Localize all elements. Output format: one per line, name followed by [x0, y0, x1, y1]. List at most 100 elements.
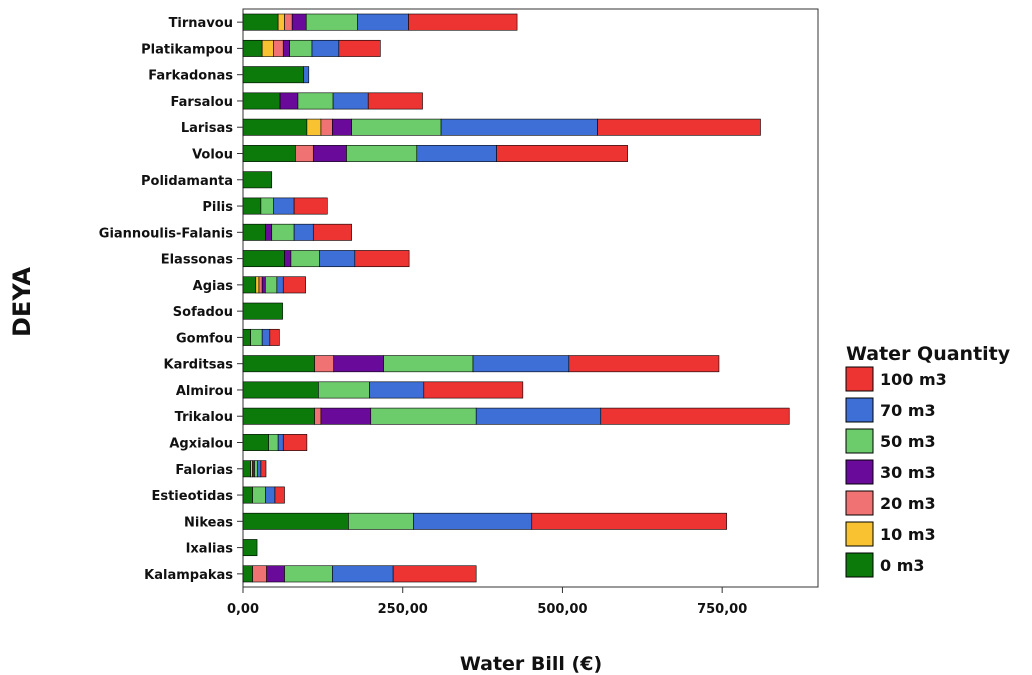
bar-segment-platikampou-70-m3: [311, 39, 340, 57]
bar-segment-nikeas-0-m3: [242, 512, 349, 530]
bar-segment-farsalou-0-m3: [242, 92, 281, 110]
category-label-polidamanta: Polidamanta: [141, 174, 233, 189]
category-label-platikampou: Platikampou: [141, 42, 233, 57]
bar-segment-agias-20-m3: [258, 276, 263, 294]
bar-segment-agias-10-m3: [255, 276, 260, 294]
bar-segment-farsalou-100-m3: [367, 92, 423, 110]
bar-segment-gomfou-70-m3: [261, 328, 271, 346]
bar-segment-sofadou-0-m3: [242, 302, 283, 320]
legend-swatch-70-m3: [845, 397, 874, 423]
bar-segment-pilis-70-m3: [273, 197, 295, 215]
bar-segment-larisas-10-m3: [306, 118, 322, 136]
bar-segment-gomfou-0-m3: [242, 328, 251, 346]
bar-segment-agxialou-100-m3: [282, 434, 308, 451]
legend-label-70-m3: 70 m3: [880, 401, 936, 420]
bar-segment-gomfou-50-m3: [250, 328, 263, 346]
bar-segment-trikalou-100-m3: [600, 407, 790, 425]
bar-segment-estieotidas-100-m3: [274, 486, 285, 504]
value-axis: 0,00 250,00 500,00 750,00: [227, 587, 747, 617]
bar-segment-volou-30-m3: [312, 145, 347, 162]
category-label-agias: Agias: [193, 279, 234, 294]
bar-segment-karditsas-100-m3: [568, 355, 720, 373]
bar-segment-karditsas-30-m3: [333, 355, 384, 373]
bar-segment-falorias-70-m3: [257, 460, 262, 478]
bar-segment-tirnavou-70-m3: [357, 13, 409, 31]
bar-segment-kalampakas-30-m3: [266, 565, 285, 583]
bar-segment-larisas-100-m3: [597, 118, 761, 136]
category-label-sofadou: Sofadou: [173, 305, 233, 320]
bar-segment-ixalias-0-m3: [242, 539, 258, 557]
bar-segment-volou-0-m3: [242, 145, 296, 162]
bar-segment-pilis-0-m3: [242, 197, 262, 215]
bar-segment-volou-100-m3: [496, 145, 628, 162]
bar-segment-giannoulis-falanis-70-m3: [293, 223, 314, 241]
legend-swatch-100-m3: [845, 366, 874, 392]
bar-segment-kalampakas-0-m3: [242, 565, 253, 583]
legend-label-100-m3: 100 m3: [880, 370, 947, 389]
category-label-elassonas: Elassonas: [161, 253, 234, 268]
legend-title: Water Quantity: [846, 343, 1011, 365]
bar-segment-elassonas-50-m3: [290, 250, 320, 268]
legend-label-0-m3: 0 m3: [880, 556, 925, 575]
bar-segment-nikeas-50-m3: [348, 512, 414, 530]
category-label-nikeas: Nikeas: [184, 515, 233, 530]
bar-segment-karditsas-20-m3: [314, 355, 335, 373]
bar-segment-larisas-50-m3: [351, 118, 442, 136]
bar-segment-falorias-50-m3: [254, 460, 258, 478]
bar-segment-agias-70-m3: [276, 276, 284, 294]
category-label-agxialou: Agxialou: [169, 437, 233, 452]
bar-segment-tirnavou-20-m3: [284, 13, 293, 31]
bar-segment-platikampou-10-m3: [261, 39, 274, 57]
bar-segment-volou-20-m3: [295, 145, 314, 162]
bar-segment-trikalou-20-m3: [314, 407, 322, 425]
legend-label-10-m3: 10 m3: [880, 525, 936, 544]
bar-segment-elassonas-100-m3: [354, 250, 410, 268]
x-tick-label: 500,00: [537, 602, 587, 617]
bar-segment-nikeas-100-m3: [531, 512, 727, 530]
bar-segment-karditsas-50-m3: [383, 355, 474, 373]
bar-segment-falorias-100-m3: [260, 460, 267, 478]
category-label-estieotidas: Estieotidas: [151, 489, 233, 504]
bar-segment-trikalou-30-m3: [320, 407, 372, 425]
bar-segment-larisas-20-m3: [320, 118, 333, 136]
bar-segment-agias-0-m3: [242, 276, 257, 294]
legend-swatch-50-m3: [845, 428, 874, 454]
bar-segment-estieotidas-50-m3: [252, 486, 266, 504]
bar-segment-karditsas-70-m3: [472, 355, 570, 373]
bar-segment-almirou-70-m3: [369, 381, 425, 399]
bar-segment-estieotidas-70-m3: [265, 486, 276, 504]
bar-segment-polidamanta-0-m3: [242, 171, 273, 189]
category-label-larisas: Larisas: [181, 121, 233, 136]
category-label-almirou: Almirou: [176, 384, 233, 399]
bar-segment-kalampakas-20-m3: [252, 565, 267, 583]
bar-segment-tirnavou-0-m3: [242, 13, 279, 31]
bars-group: [242, 13, 790, 583]
category-label-tirnavou: Tirnavou: [169, 16, 233, 31]
x-axis-title: Water Bill (€): [460, 653, 602, 675]
bar-segment-agxialou-0-m3: [242, 434, 269, 451]
legend: Water Quantity 100 m3 70 m3 50 m3 30 m3 20 m…: [845, 343, 1011, 578]
bar-segment-elassonas-30-m3: [284, 250, 292, 268]
bar-segment-farkadonas-70-m3: [303, 66, 310, 84]
bar-segment-farkadonas-0-m3: [242, 66, 304, 84]
bar-segment-farsalou-70-m3: [332, 92, 369, 110]
category-label-volou: Volou: [192, 148, 233, 163]
bar-segment-agxialou-70-m3: [277, 434, 284, 451]
y-axis-title: DEYA: [8, 267, 36, 337]
bar-segment-elassonas-70-m3: [319, 250, 356, 268]
bar-segment-kalampakas-70-m3: [332, 565, 394, 583]
bar-segment-volou-70-m3: [416, 145, 497, 162]
category-label-falorias: Falorias: [175, 463, 233, 478]
bar-segment-platikampou-50-m3: [289, 39, 313, 57]
bar-segment-trikalou-50-m3: [370, 407, 477, 425]
category-axis: Tirnavou Platikampou Farkadonas Farsalou Lar…: [99, 16, 243, 583]
bar-segment-agxialou-50-m3: [268, 434, 279, 451]
bar-segment-platikampou-20-m3: [273, 39, 284, 57]
legend-swatch-0-m3: [845, 552, 874, 578]
bar-segment-larisas-70-m3: [440, 118, 598, 136]
bar-segment-almirou-50-m3: [318, 381, 370, 399]
bar-segment-trikalou-70-m3: [475, 407, 602, 425]
bar-segment-agias-50-m3: [265, 276, 278, 294]
category-label-kalampakas: Kalampakas: [144, 568, 233, 583]
